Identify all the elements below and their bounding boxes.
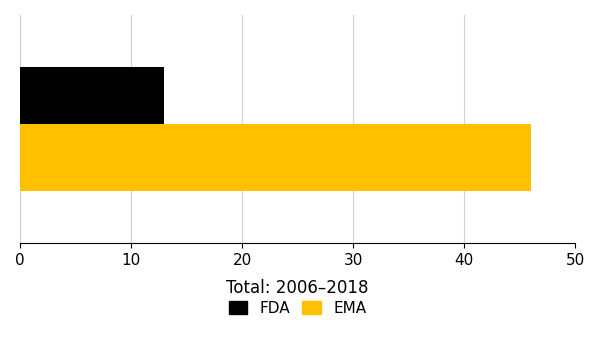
Bar xyxy=(20,67,164,124)
X-axis label: Total: 2006–2018: Total: 2006–2018 xyxy=(226,279,369,297)
Legend: FDA, EMA: FDA, EMA xyxy=(223,294,372,322)
Bar xyxy=(20,124,531,191)
